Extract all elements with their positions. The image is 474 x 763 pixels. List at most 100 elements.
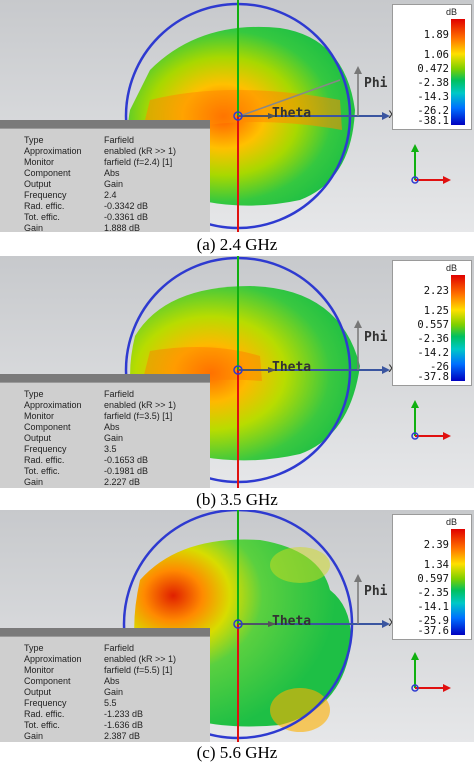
info-row: Output Gain xyxy=(0,433,210,444)
legend-tick: 1.34 xyxy=(423,559,449,571)
theta-axis-label: Theta xyxy=(272,614,312,629)
info-key: Approximation xyxy=(24,146,82,156)
info-row: Type Farfield xyxy=(0,135,210,146)
info-row: Monitor farfield (f=2.4) [1] xyxy=(0,157,210,168)
info-row: Component Abs xyxy=(0,422,210,433)
legend-tick: -14.1 xyxy=(417,601,449,613)
info-value: 3.5 xyxy=(104,444,117,454)
theta-axis-label: Theta xyxy=(272,360,312,375)
info-key: Frequency xyxy=(24,190,67,200)
phi-axis-label: Phi xyxy=(364,76,388,91)
legend-color-bar xyxy=(451,529,465,635)
legend-tick: -26 xyxy=(430,361,449,373)
info-row: Frequency 2.4 xyxy=(0,190,210,201)
theta-axis-label: Theta xyxy=(272,106,312,121)
info-value: 1.888 dB xyxy=(104,223,141,232)
legend-tick: -2.35 xyxy=(417,587,449,599)
legend-color-bar xyxy=(451,275,465,381)
info-row: Monitor farfield (f=5.5) [1] xyxy=(0,665,210,676)
info-key: Output xyxy=(24,687,52,697)
legend-tick: -26.2 xyxy=(417,105,449,117)
legend-tick: -38.1 xyxy=(417,115,449,127)
info-key: Monitor xyxy=(24,157,55,167)
info-key: Type xyxy=(24,389,44,399)
info-row: Type Farfield xyxy=(0,389,210,400)
info-value: Farfield xyxy=(104,643,135,653)
legend-tick: -2.38 xyxy=(417,77,449,89)
info-value: Gain xyxy=(104,179,124,189)
info-value: -0.1653 dB xyxy=(104,455,149,465)
legend-unit: dB xyxy=(445,263,457,273)
info-row: Tot. effic. -0.1981 dB xyxy=(0,466,210,477)
panel-caption-c: (c) 5.6 GHz xyxy=(196,743,278,762)
info-row: Type Farfield xyxy=(0,643,210,654)
info-key: Rad. effic. xyxy=(24,201,65,211)
panel-caption-a: (a) 2.4 GHz xyxy=(196,235,278,254)
info-key: Rad. effic. xyxy=(24,455,65,465)
x-axis-label: x xyxy=(388,615,396,630)
info-key: Component xyxy=(24,676,71,686)
info-value: -1.233 dB xyxy=(104,709,144,719)
x-axis-label: x xyxy=(388,107,396,122)
legend-tick: -2.36 xyxy=(417,333,449,345)
legend-unit: dB xyxy=(445,7,457,17)
x-axis-label: x xyxy=(388,361,396,376)
legend-tick: 1.06 xyxy=(423,49,449,61)
info-value: Abs xyxy=(104,676,120,686)
info-row: Gain 2.227 dB xyxy=(0,477,210,488)
info-row: Frequency 3.5 xyxy=(0,444,210,455)
info-row: Approximation enabled (kR >> 1) xyxy=(0,400,210,411)
info-value: 2.227 dB xyxy=(104,477,141,487)
info-row: Rad. effic. -0.3342 dB xyxy=(0,201,210,212)
info-row: Output Gain xyxy=(0,179,210,190)
legend-tick: -25.9 xyxy=(417,615,449,627)
colorbar-legend: dB 2.23 1.25 0.557 -2.36 -14.2 -26 -37.8 xyxy=(392,260,472,386)
legend-tick: 0.597 xyxy=(417,573,449,585)
info-value: -0.3342 dB xyxy=(104,201,149,211)
info-key: Frequency xyxy=(24,444,67,454)
info-row: Rad. effic. -0.1653 dB xyxy=(0,455,210,466)
info-row: Monitor farfield (f=3.5) [1] xyxy=(0,411,210,422)
info-key: Monitor xyxy=(24,665,55,675)
legend-tick: 2.39 xyxy=(423,539,449,551)
info-value: 2.387 dB xyxy=(104,731,141,741)
legend-color-bar xyxy=(451,19,465,125)
legend-tick: -37.8 xyxy=(417,371,449,383)
info-row: Gain 2.387 dB xyxy=(0,731,210,742)
info-row: Approximation enabled (kR >> 1) xyxy=(0,146,210,157)
info-row: Component Abs xyxy=(0,168,210,179)
info-value: 2.4 xyxy=(104,190,117,200)
info-key: Frequency xyxy=(24,698,67,708)
info-key: Type xyxy=(24,643,44,653)
info-row: Approximation enabled (kR >> 1) xyxy=(0,654,210,665)
info-key: Approximation xyxy=(24,654,82,664)
info-row: Tot. effic. -0.3361 dB xyxy=(0,212,210,223)
info-key: Tot. effic. xyxy=(24,720,60,730)
info-value: farfield (f=5.5) [1] xyxy=(104,665,173,675)
info-row: Frequency 5.5 xyxy=(0,698,210,709)
info-key: Tot. effic. xyxy=(24,466,60,476)
info-value: -0.1981 dB xyxy=(104,466,149,476)
info-key: Gain xyxy=(24,731,44,741)
info-key: Type xyxy=(24,135,44,145)
legend-tick: -14.2 xyxy=(417,347,449,359)
info-key: Gain xyxy=(24,477,44,487)
legend-unit: dB xyxy=(445,517,457,527)
info-value: 5.5 xyxy=(104,698,117,708)
info-key: Tot. effic. xyxy=(24,212,60,222)
info-value: Farfield xyxy=(104,389,135,399)
legend-tick: 2.23 xyxy=(423,285,449,297)
mini-axes-gizmo xyxy=(411,400,451,440)
info-key: Monitor xyxy=(24,411,55,421)
info-key: Approximation xyxy=(24,400,82,410)
info-key: Component xyxy=(24,422,71,432)
info-value: enabled (kR >> 1) xyxy=(104,654,177,664)
colorbar-legend: dB 1.89 1.06 0.472 -2.38 -14.3 -26.2 -38… xyxy=(392,4,472,130)
colorbar-legend: dB 2.39 1.34 0.597 -2.35 -14.1 -25.9 -37… xyxy=(392,514,472,640)
legend-tick: 1.89 xyxy=(423,29,449,41)
simulation-info-box: Type Farfield Approximation enabled (kR >>… xyxy=(0,382,210,488)
info-row: Output Gain xyxy=(0,687,210,698)
info-value: farfield (f=3.5) [1] xyxy=(104,411,173,421)
legend-tick: 0.472 xyxy=(417,63,449,75)
farfield-panel-c: Theta Phi x dB 2.39 1.34 0.597 -2.35 -14… xyxy=(0,510,474,742)
